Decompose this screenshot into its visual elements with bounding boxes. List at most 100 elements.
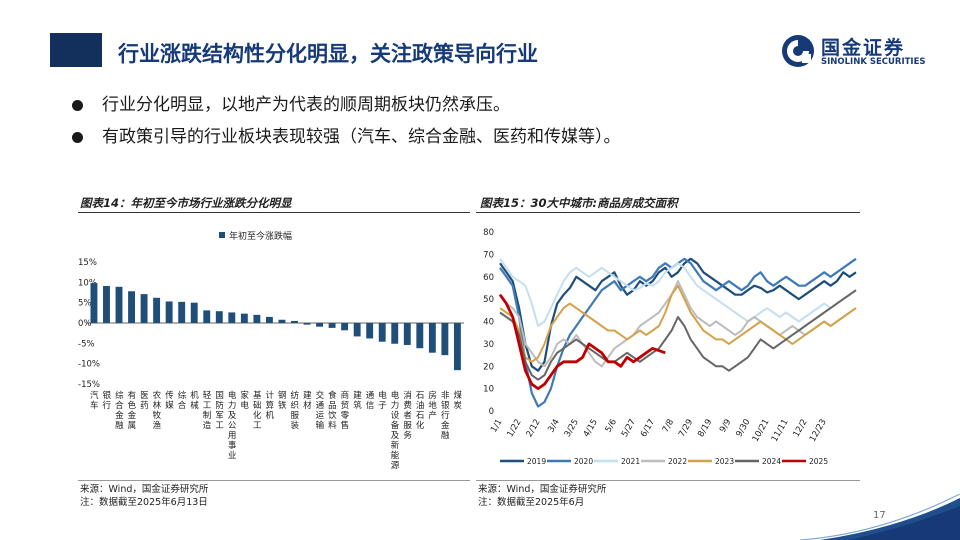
bar	[265, 316, 273, 323]
series-line-2025	[498, 293, 666, 391]
bar	[291, 320, 298, 323]
series-line-2021	[499, 258, 857, 327]
x-tick-label: 综合	[178, 390, 187, 411]
legend-label: 2025	[809, 457, 828, 466]
bar	[278, 319, 286, 323]
bar	[453, 323, 461, 371]
bar	[303, 323, 311, 325]
x-tick-label: 2/12	[525, 418, 543, 440]
x-tick-label: 5/27	[620, 418, 638, 440]
x-tick-label: 建材	[303, 390, 312, 411]
bar	[366, 323, 374, 339]
x-tick-label: 3/4	[546, 418, 562, 435]
bullet-item: 行业分化明显，以地产为代表的顺周期板块仍然承压。	[72, 94, 621, 126]
y-tick-label: 30	[483, 340, 494, 350]
right-chart-title: 图表15：30大中城市:商品房成交面积	[480, 196, 678, 210]
x-tick-label: 10/21	[751, 418, 772, 444]
x-tick-label: 7/8	[661, 418, 677, 435]
x-tick-label: 交通运输	[316, 390, 325, 431]
legend-label: 2024	[762, 457, 781, 466]
x-tick-label: 煤炭	[453, 390, 462, 411]
x-tick-label: 计算机	[265, 390, 274, 421]
series-line-2024	[499, 289, 857, 381]
bullet-list: 行业分化明显，以地产为代表的顺周期板块仍然承压。 有政策引导的行业板块表现较强（…	[72, 94, 621, 158]
left-chart-bottom-rule	[78, 480, 470, 481]
x-tick-label: 食品饮料	[328, 390, 337, 431]
x-tick-label: 1/1	[489, 418, 505, 435]
x-tick-label: 非银行金融	[441, 390, 450, 441]
bar	[391, 323, 399, 344]
x-tick-label: 石油石化	[416, 391, 425, 431]
x-tick-label: 轻工制造	[203, 390, 212, 431]
bullet-text: 有政策引导的行业板块表现较强（汽车、综合金融、医药和传媒等）。	[102, 127, 621, 147]
x-tick-label: 7/29	[677, 418, 695, 440]
x-tick-label: 综合金融	[115, 390, 124, 431]
y-tick-label: 5%	[78, 299, 92, 309]
legend-swatch	[219, 232, 225, 238]
x-tick-label: 12/23	[808, 418, 829, 444]
y-tick-label: 80	[483, 228, 494, 238]
bar	[240, 313, 248, 323]
y-tick-label: 60	[483, 273, 494, 283]
x-tick-label: 电力设备及新能源	[391, 390, 400, 471]
x-tick-label: 建筑	[353, 390, 362, 411]
y-tick-label: 10	[483, 385, 494, 395]
x-tick-label: 12/2	[792, 418, 810, 440]
x-tick-label: 6/17	[639, 418, 657, 440]
y-tick-label: 10%	[78, 278, 97, 288]
y-tick-label: 50	[483, 295, 494, 305]
x-tick-label: 纺织服装	[291, 390, 300, 431]
x-tick-label: 11/11	[770, 418, 791, 444]
logo-text-cn: 国金证券	[821, 37, 906, 59]
x-tick-label: 国防军工	[215, 391, 224, 431]
bar	[316, 323, 323, 327]
bar	[190, 302, 198, 323]
legend-label: 年初至今涨跌幅	[229, 230, 292, 242]
bar	[115, 286, 123, 323]
x-tick-label: 1/22	[505, 418, 523, 440]
bar	[128, 291, 135, 323]
title-accent-bar	[50, 33, 102, 67]
legend-label: 2022	[668, 457, 687, 466]
x-tick-label: 农林牧渔	[153, 390, 162, 431]
left-note-line: 注：数据截至2025年6月13日	[80, 497, 208, 508]
right-note-line: 注：数据截至2025年6月	[478, 497, 585, 508]
x-tick-label: 电子	[378, 390, 387, 411]
bar	[428, 323, 436, 353]
y-tick-label: 0	[489, 407, 494, 417]
x-tick-label: 钢铁	[278, 390, 287, 411]
bar	[378, 323, 386, 342]
bar	[140, 294, 148, 323]
bar	[215, 311, 223, 323]
x-tick-label: 银行	[103, 390, 112, 411]
left-chart-title: 图表14：年初至今市场行业涨跌分化明显	[80, 196, 292, 210]
x-tick-label: 电力及公用事业	[228, 390, 237, 461]
x-tick-label: 9/30	[734, 418, 752, 440]
legend-label: 2020	[574, 457, 593, 466]
bar	[103, 285, 110, 323]
bar	[203, 310, 211, 323]
bar-chart: 年初至今涨跌幅 15% 10% 5% 0% -5% -10% -15%汽车银行综合金融有色金属…	[78, 230, 464, 471]
x-tick-label: 消费者服务	[403, 390, 412, 441]
bar	[90, 283, 98, 323]
bar	[165, 301, 173, 323]
bar	[403, 323, 411, 345]
x-tick-label: 有色金属	[128, 390, 137, 431]
x-tick-label: 9/9	[718, 418, 734, 435]
y-tick-label: 20	[483, 362, 494, 372]
legend-label: 2019	[527, 457, 546, 466]
right-chart-bottom-rule	[476, 480, 860, 481]
x-tick-label: 8/19	[696, 418, 714, 440]
bar	[441, 323, 449, 356]
x-tick-label: 3/25	[563, 418, 581, 440]
y-tick-label: 40	[483, 318, 494, 328]
bar	[353, 323, 361, 337]
bullet-dot-icon	[72, 132, 83, 143]
x-tick-label: 医药	[140, 391, 149, 411]
bullet-text: 行业分化明显，以地产为代表的顺周期板块仍然承压。	[102, 95, 510, 115]
x-tick-label: 通信	[366, 390, 375, 411]
y-tick-label: 0%	[78, 319, 92, 329]
x-tick-label: 4/15	[582, 418, 600, 440]
right-chart-source: 来源：Wind，国金证券研究所 注：数据截至2025年6月	[478, 483, 606, 509]
